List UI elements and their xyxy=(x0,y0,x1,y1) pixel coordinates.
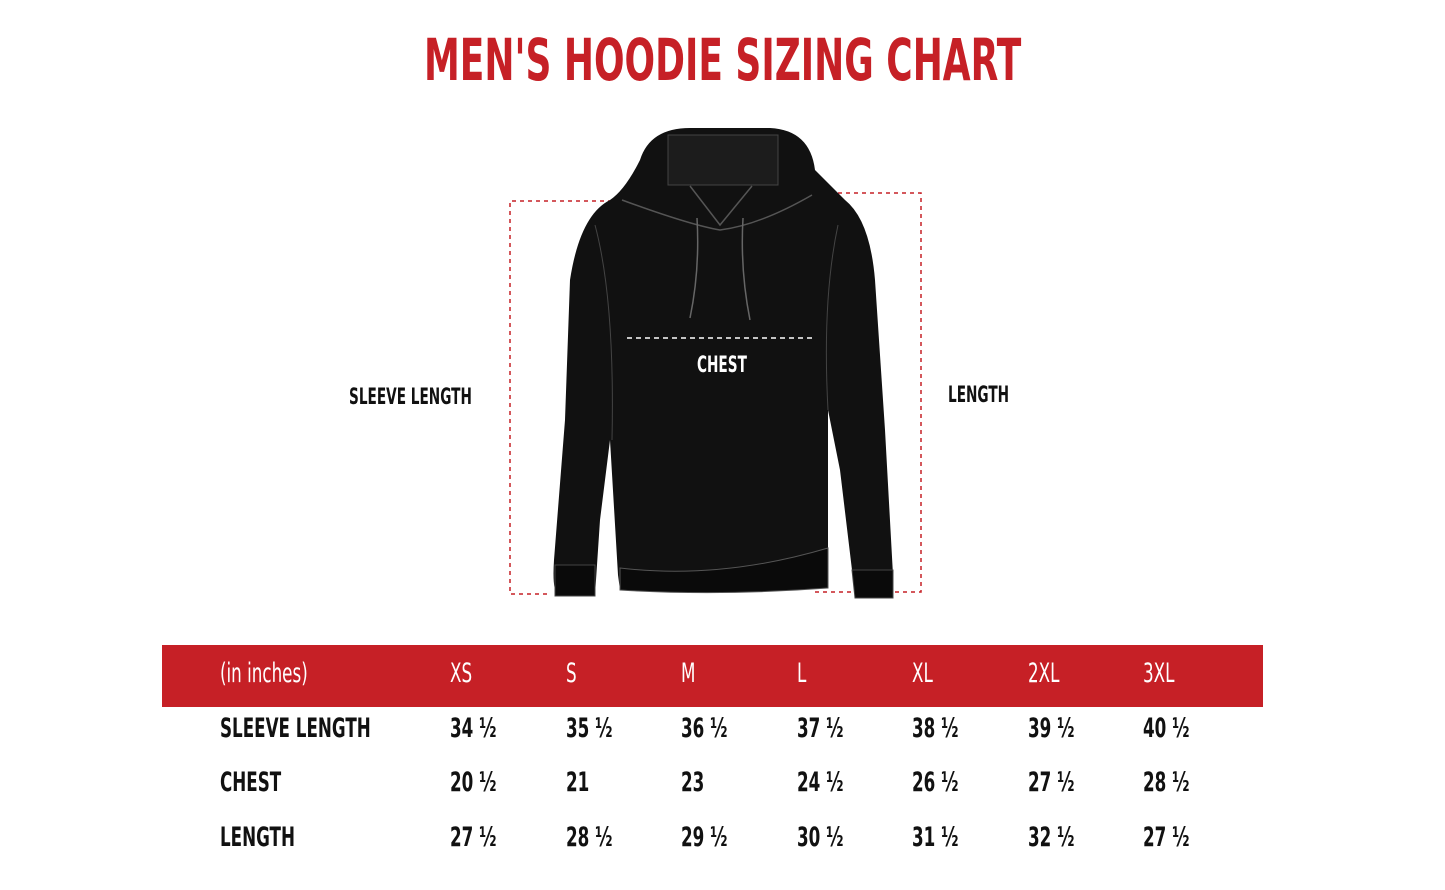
table-cell: 30 ½ xyxy=(797,822,872,853)
table-cell: 36 ½ xyxy=(681,713,756,744)
size-label: L xyxy=(797,658,807,689)
cell-value: 27 ½ xyxy=(1143,822,1190,853)
size-header: M xyxy=(681,658,704,689)
cell-value: 38 ½ xyxy=(912,713,959,744)
row-label-text: LENGTH xyxy=(220,822,295,853)
cell-value: 27 ½ xyxy=(1028,767,1075,798)
size-label: XL xyxy=(912,658,933,689)
sleeve-length-label: SLEEVE LENGTH xyxy=(349,385,472,410)
cell-value: 32 ½ xyxy=(1028,822,1075,853)
table-cell: 37 ½ xyxy=(797,713,872,744)
cell-value: 27 ½ xyxy=(450,822,497,853)
size-header: L xyxy=(797,658,812,689)
cell-value: 37 ½ xyxy=(797,713,844,744)
table-cell: 38 ½ xyxy=(912,713,987,744)
cell-value: 26 ½ xyxy=(912,767,959,798)
size-header: XL xyxy=(912,658,946,689)
cell-value: 40 ½ xyxy=(1143,713,1190,744)
page-title: MEN'S HOODIE SIZING CHART xyxy=(423,26,1022,94)
size-label: 2XL xyxy=(1028,658,1060,689)
row-label-text: SLEEVE LENGTH xyxy=(220,713,371,744)
size-header: XS xyxy=(450,658,486,689)
table-cell: 26 ½ xyxy=(912,767,987,798)
row-label: SLEEVE LENGTH xyxy=(220,713,463,744)
hoodie-body xyxy=(553,128,894,598)
size-label: S xyxy=(566,658,577,689)
cell-value: 28 ½ xyxy=(1143,767,1190,798)
size-header: 2XL xyxy=(1028,658,1079,689)
table-cell: 29 ½ xyxy=(681,822,756,853)
cell-value: 36 ½ xyxy=(681,713,728,744)
cell-value: 20 ½ xyxy=(450,767,497,798)
row-label-text: CHEST xyxy=(220,767,282,798)
cell-value: 23 xyxy=(681,767,705,798)
cell-value: 21 xyxy=(566,767,590,798)
table-cell: 27 ½ xyxy=(1143,822,1218,853)
cell-value: 34 ½ xyxy=(450,713,497,744)
cell-value: 30 ½ xyxy=(797,822,844,853)
chest-label: CHEST xyxy=(697,353,747,378)
table-cell: 27 ½ xyxy=(450,822,525,853)
cell-value: 31 ½ xyxy=(912,822,959,853)
table-cell: 31 ½ xyxy=(912,822,987,853)
length-label: LENGTH xyxy=(948,383,1010,408)
size-header: S xyxy=(566,658,583,689)
size-label: XS xyxy=(450,658,473,689)
table-cell: 27 ½ xyxy=(1028,767,1103,798)
length-guide xyxy=(815,192,922,593)
table-header xyxy=(162,645,1263,707)
unit-header: (in inches) xyxy=(220,658,308,689)
sleeve-length-guide xyxy=(509,200,620,595)
row-label: CHEST xyxy=(220,767,319,798)
table-cell: 28 ½ xyxy=(566,822,641,853)
table-cell: 20 ½ xyxy=(450,767,525,798)
table-cell: 35 ½ xyxy=(566,713,641,744)
table-cell: 24 ½ xyxy=(797,767,872,798)
table-cell: 34 ½ xyxy=(450,713,525,744)
size-header: 3XL xyxy=(1143,658,1194,689)
hoodie-illustration xyxy=(509,128,922,599)
table-cell: 21 xyxy=(566,767,604,798)
cell-value: 35 ½ xyxy=(566,713,613,744)
table-cell: 28 ½ xyxy=(1143,767,1218,798)
cell-value: 29 ½ xyxy=(681,822,728,853)
table-cell: 40 ½ xyxy=(1143,713,1218,744)
table-cell: 23 xyxy=(681,767,719,798)
row-label: LENGTH xyxy=(220,822,341,853)
cell-value: 39 ½ xyxy=(1028,713,1075,744)
cell-value: 24 ½ xyxy=(797,767,844,798)
cell-value: 28 ½ xyxy=(566,822,613,853)
table-cell: 32 ½ xyxy=(1028,822,1103,853)
size-label: 3XL xyxy=(1143,658,1175,689)
size-label: M xyxy=(681,658,696,689)
table-cell: 39 ½ xyxy=(1028,713,1103,744)
